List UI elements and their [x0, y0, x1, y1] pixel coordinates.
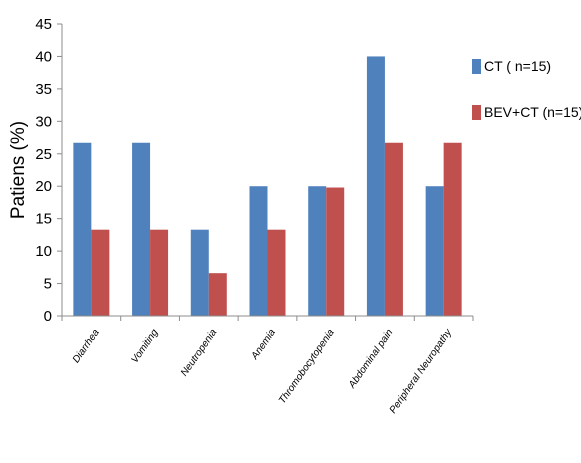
- bar-thromobocytopenia-bev-ct: [326, 187, 345, 316]
- bar-vomiting-bev-ct: [150, 229, 169, 316]
- legend-swatch-bev-ct: [472, 104, 481, 120]
- x-category-label-abdominal-pain: Abdominal pain: [346, 327, 395, 391]
- legend-item-ct: CT ( n=15): [472, 58, 578, 74]
- y-tick-label-25: 25: [35, 146, 52, 163]
- x-category-label-anemia: Anemia: [249, 327, 278, 362]
- bar-neutropenia-ct: [190, 229, 209, 316]
- x-category-label-neutropenia: Neutropenia: [179, 327, 220, 378]
- bar-anemia-bev-ct: [267, 229, 286, 316]
- y-ticks-layer: 0 5 10 15 20 25 30 35 40 45: [35, 16, 62, 325]
- y-tick-label-0: 0: [44, 308, 52, 325]
- legend-label-ct: CT ( n=15): [484, 58, 552, 74]
- y-tick-label-10: 10: [35, 243, 52, 260]
- bar-abdominal-pain-ct: [366, 56, 385, 316]
- bar-abdominal-pain-bev-ct: [384, 142, 403, 316]
- y-axis-title: Patiens (%): [8, 121, 29, 219]
- bar-peripheral-neuropathy-ct: [425, 186, 444, 316]
- y-tick-label-20: 20: [35, 178, 52, 195]
- y-tick-label-35: 35: [35, 81, 52, 98]
- x-category-label-peripheral-neuropathy: Peripheral Neuropathy: [388, 327, 455, 416]
- legend: CT ( n=15) BEV+CT (n=15): [472, 58, 581, 120]
- bars-layer: [73, 56, 462, 316]
- y-tick-label-5: 5: [44, 276, 52, 293]
- bar-diarrhea-ct: [73, 142, 92, 316]
- axes-layer: [61, 24, 474, 321]
- bar-neutropenia-bev-ct: [208, 273, 227, 316]
- legend-item-bev-ct: BEV+CT (n=15): [472, 104, 581, 120]
- bar-thromobocytopenia-ct: [308, 186, 327, 316]
- bar-vomiting-ct: [132, 142, 151, 316]
- legend-label-bev-ct: BEV+CT (n=15): [484, 104, 581, 120]
- y-tick-label-45: 45: [35, 16, 52, 33]
- category-labels-layer: Diarrhea Vomiting Neutropenia Anemia Thromob…: [71, 327, 455, 416]
- bar-peripheral-neuropathy-bev-ct: [443, 142, 462, 316]
- bar-anemia-ct: [249, 186, 268, 316]
- x-category-label-diarrhea: Diarrhea: [71, 327, 102, 365]
- x-category-label-thromobocytopenia: Thromobocytopenia: [277, 327, 337, 406]
- y-tick-label-30: 30: [35, 113, 52, 130]
- y-tick-label-40: 40: [35, 48, 52, 65]
- x-category-label-vomiting: Vomiting: [129, 327, 160, 365]
- bar-diarrhea-bev-ct: [91, 229, 110, 316]
- y-tick-label-15: 15: [35, 211, 52, 228]
- legend-swatch-ct: [472, 58, 481, 74]
